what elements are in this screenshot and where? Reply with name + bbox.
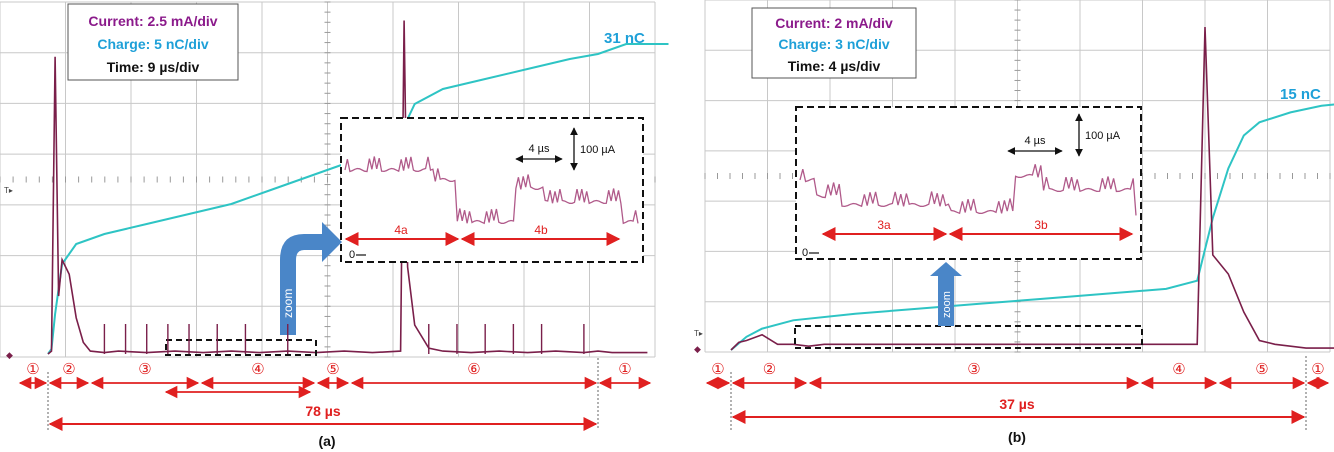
- zoom-arrow-a: zoom: [280, 222, 342, 335]
- phase-label: ④: [251, 361, 264, 378]
- zoom-label-a: zoom: [281, 289, 295, 318]
- inset-b: 0 4 µs 100 µA 3a 3b: [795, 106, 1142, 260]
- phase-label: ①: [711, 361, 724, 378]
- phase-annotations-b: ① ② ③ ④ ⑤ ①: [705, 361, 1330, 390]
- phase-label: ②: [62, 361, 75, 378]
- phase-label: ①: [26, 361, 39, 378]
- ground-marker-a: ◆: [6, 350, 13, 360]
- inset-current-scale-label-b: 100 µA: [1085, 130, 1121, 142]
- inset-segment-label-4b: 4b: [534, 223, 548, 237]
- phase-label: ⑥: [467, 361, 480, 378]
- charge-scale-label-a: Charge: 5 nC/div: [97, 36, 208, 52]
- panel-b: T▸ ◆ Current: 2 mA/div Charge: 3 nC/div …: [694, 0, 1334, 445]
- phase-label: ①: [1311, 361, 1324, 378]
- zoom-arrow-b: zoom: [930, 262, 962, 326]
- time-scale-label-a: Time: 9 µs/div: [107, 59, 200, 75]
- time-scale-label-b: Time: 4 µs/div: [788, 58, 881, 74]
- inset-segment-label-4a: 4a: [394, 223, 408, 237]
- inset-segment-label-3b: 3b: [1034, 218, 1048, 232]
- phase-label: ⑤: [1255, 361, 1268, 378]
- charge-trace-b: [730, 103, 1334, 351]
- phase-label: ①: [618, 361, 631, 378]
- current-trace-b: [730, 26, 1334, 351]
- phase-label: ②: [763, 361, 776, 378]
- info-box-b: [751, 7, 917, 79]
- phase-label: ⑤: [326, 361, 339, 378]
- caption-b: (b): [1008, 429, 1026, 445]
- inset-zero-label-a: 0: [349, 249, 355, 261]
- inset-current-trace-a: [344, 156, 639, 225]
- total-duration-label-a: 78 µs: [305, 403, 341, 419]
- trigger-marker-b: T▸: [694, 329, 703, 338]
- phase-label: ③: [967, 361, 980, 378]
- current-scale-label-b: Current: 2 mA/div: [775, 15, 893, 31]
- zoom-arrow-shape-a: [280, 222, 342, 335]
- caption-a: (a): [318, 433, 335, 449]
- inset-frame-a: [340, 117, 644, 263]
- zoom-label-b: zoom: [941, 291, 953, 318]
- inset-time-scale-label-b: 4 µs: [1024, 135, 1046, 147]
- panel-a: T▸ ◆ Current: 2.5 mA/div Charge: 5 nC/di…: [0, 0, 669, 449]
- trigger-marker-a: T▸: [4, 186, 13, 195]
- charge-end-label-a: 31 nC: [604, 30, 645, 47]
- zoom-region-b: [794, 325, 1143, 349]
- zoom-arrow-shape-b: [930, 262, 962, 326]
- inset-current-trace-b: [799, 164, 1137, 216]
- ground-marker-b: ◆: [694, 344, 701, 354]
- phase-label: ③: [138, 361, 151, 378]
- phase-annotations-a: ① ② ③ ④ ⑤ ⑥ ①: [18, 361, 652, 399]
- charge-scale-label-b: Charge: 3 nC/div: [778, 36, 889, 52]
- info-box-a: [67, 3, 239, 81]
- inset-time-scale-label-a: 4 µs: [528, 143, 550, 155]
- current-scale-label-a: Current: 2.5 mA/div: [88, 13, 217, 29]
- charge-end-label-b: 15 nC: [1280, 86, 1321, 103]
- inset-current-scale-label-a: 100 µA: [580, 144, 616, 156]
- total-duration-label-b: 37 µs: [999, 396, 1035, 412]
- inset-a: 0 4 µs 100 µA 4a 4b: [340, 117, 644, 263]
- zoom-region-a: [165, 339, 317, 356]
- inset-zero-label-b: 0: [802, 247, 808, 259]
- inset-segment-label-3a: 3a: [877, 218, 891, 232]
- phase-label: ④: [1172, 361, 1185, 378]
